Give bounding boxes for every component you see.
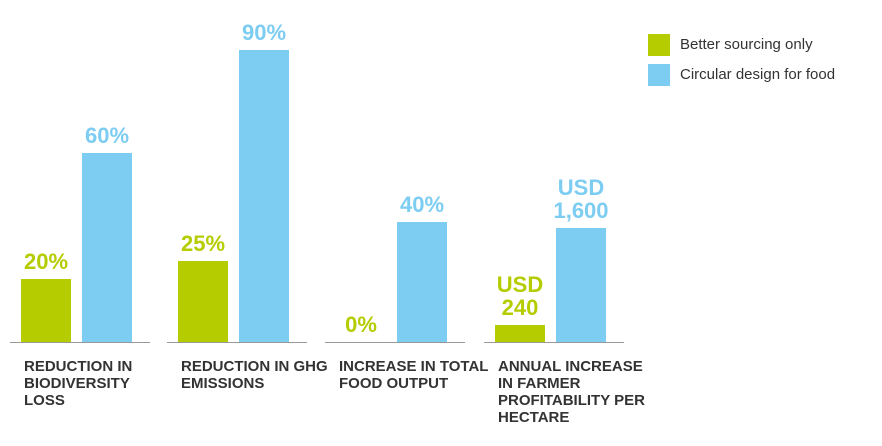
value-label: 90%: [241, 19, 287, 45]
value-label: USD 1,600: [553, 175, 609, 224]
legend-label: Better sourcing only: [680, 36, 813, 53]
value-label: 0%: [345, 312, 377, 337]
category-label: REDUCTION IN BIODIVERSITY LOSS: [24, 358, 133, 409]
legend-swatch: [648, 34, 670, 56]
legend-label: Circular design for food: [680, 66, 836, 83]
bar: [21, 279, 71, 342]
legend-swatch: [648, 64, 670, 86]
category-label: ANNUAL INCREASE IN FARMER PROFITABILITY …: [498, 358, 645, 426]
bar: [82, 153, 132, 342]
value-label: 40%: [399, 192, 445, 217]
baseline: [325, 342, 465, 343]
bar: [397, 222, 447, 342]
baseline: [484, 342, 624, 343]
category-label: REDUCTION IN GHG EMISSIONS: [181, 358, 328, 392]
bar: [556, 228, 606, 342]
bar: [178, 260, 228, 342]
value-label: 60%: [84, 123, 130, 148]
baseline: [10, 342, 150, 343]
bar: [239, 49, 289, 342]
bar: [495, 324, 545, 342]
baseline: [167, 342, 307, 343]
value-label: 20%: [23, 249, 69, 274]
category-label: INCREASE IN TOTAL FOOD OUTPUT: [339, 358, 489, 392]
value-label: USD 240: [496, 271, 544, 320]
value-label: 25%: [180, 230, 226, 256]
